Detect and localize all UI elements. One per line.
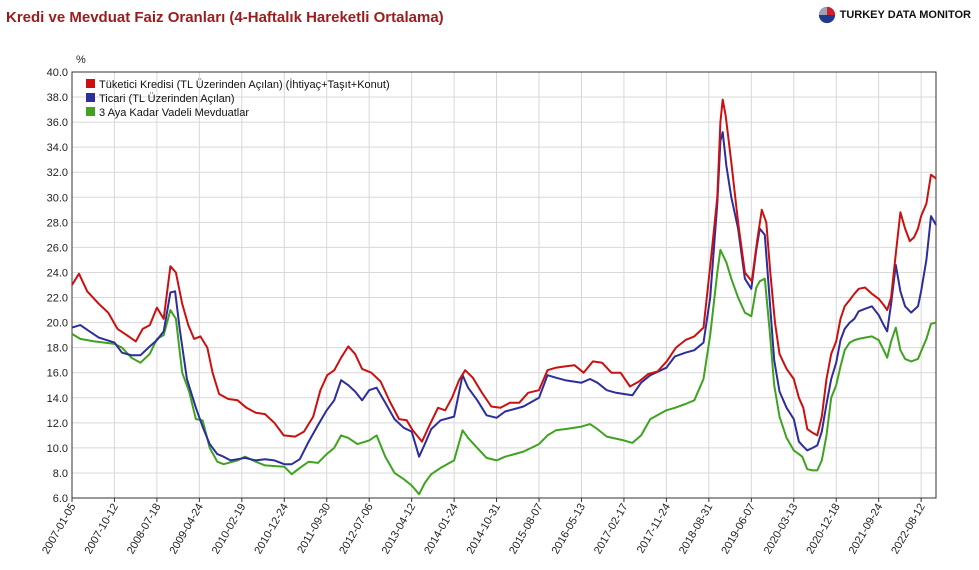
series-line-deposit: [71, 248, 937, 496]
x-tick-label: 2011-09-30: [295, 502, 333, 556]
y-tick-label: 22.0: [47, 293, 68, 305]
x-tick-label: 2010-02-19: [210, 502, 249, 557]
legend: Tüketici Kredisi (TL Üzerinden Açılan) (…: [86, 78, 390, 119]
brand: TURKEY DATA MONITOR: [818, 6, 971, 24]
legend-label: 3 Aya Kadar Vadeli Mevduatlar: [99, 107, 249, 119]
y-tick-label: 40.0: [47, 67, 68, 79]
legend-swatch: [86, 93, 95, 102]
x-tick-label: 2017-02-17: [592, 502, 631, 557]
legend-swatch: [86, 107, 95, 116]
x-tick-label: 2012-07-06: [337, 502, 376, 557]
legend-label: Ticari (TL Üzerinden Açılan): [99, 93, 235, 105]
y-tick-label: 16.0: [47, 368, 68, 380]
x-tick-label: 2009-04-24: [167, 502, 206, 557]
y-tick-label: 38.0: [47, 92, 68, 104]
y-tick-label: 14.0: [47, 393, 68, 405]
y-tick-label: 20.0: [47, 318, 68, 330]
y-tick-label: 8.0: [53, 468, 68, 480]
series-line-commercial: [71, 131, 937, 466]
y-axis-ticks: 6.0 8.0 10.0 12.0 14.0 16.0 18.0 20.0 22.0 24.0 26…: [47, 67, 68, 505]
x-tick-label: 2020-03-13: [762, 502, 801, 557]
y-tick-label: 34.0: [47, 142, 68, 154]
y-axis-unit: %: [76, 54, 86, 66]
x-tick-label: 2010-12-24: [252, 502, 291, 557]
y-tick-label: 36.0: [47, 117, 68, 129]
brand-name: TURKEY DATA MONITOR: [839, 9, 971, 21]
grid-lines: [71, 71, 936, 499]
brand-logo-icon: [818, 6, 835, 24]
series-lines: [71, 98, 937, 496]
x-tick-label: 2019-06-07: [719, 502, 758, 557]
x-tick-label: 2022-08-12: [889, 502, 928, 557]
y-tick-label: 28.0: [47, 217, 68, 229]
x-tick-label: 2007-01-05: [40, 502, 79, 557]
y-tick-label: 32.0: [47, 167, 68, 179]
legend-label: Tüketici Kredisi (TL Üzerinden Açılan) (…: [99, 78, 390, 91]
series-line-consumer: [71, 98, 937, 443]
x-tick-label: 2007-10-12: [83, 502, 122, 557]
y-tick-label: 24.0: [47, 267, 68, 279]
legend-swatch: [86, 79, 95, 88]
y-tick-label: 18.0: [47, 343, 68, 355]
y-tick-label: 6.0: [53, 493, 68, 505]
x-tick-label: 2014-10-31: [465, 502, 504, 557]
y-tick-label: 12.0: [47, 418, 68, 430]
x-tick-label: 2018-08-31: [677, 502, 716, 557]
x-tick-label: 2015-08-07: [507, 502, 546, 557]
y-tick-label: 26.0: [47, 242, 68, 254]
y-tick-label: 30.0: [47, 192, 68, 204]
y-tick-label: 10.0: [47, 443, 68, 455]
x-tick-label: 2013-04-12: [380, 502, 419, 557]
x-axis-ticks: 2007-01-05 2007-10-12 2008-07-18 2009-04-24…: [40, 498, 928, 556]
chart-title: Kredi ve Mevduat Faiz Oranları (4-Haftal…: [6, 9, 444, 26]
x-tick-label: 2014-01-24: [422, 502, 461, 557]
x-tick-label: 2020-12-18: [804, 502, 843, 557]
x-tick-label: 2021-09-24: [847, 502, 886, 557]
x-tick-label: 2016-05-13: [550, 502, 589, 557]
x-tick-label: 2017-11-24: [635, 502, 673, 556]
plot-area-frame: [71, 71, 937, 499]
x-tick-label: 2008-07-18: [125, 502, 164, 557]
